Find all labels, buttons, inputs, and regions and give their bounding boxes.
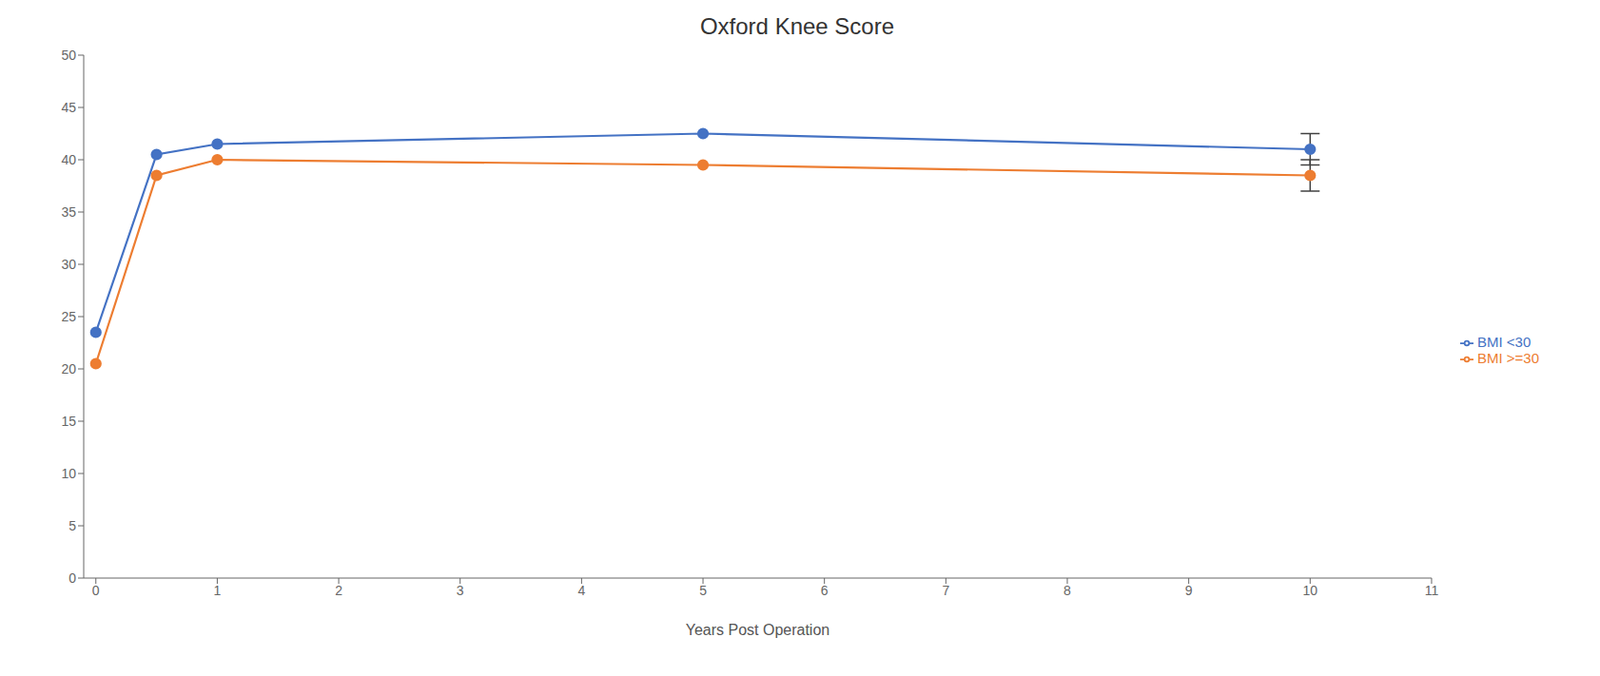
svg-text:45: 45 [60, 99, 77, 116]
svg-text:6: 6 [820, 583, 829, 599]
svg-text:Years Post Operation: Years Post Operation [685, 622, 831, 639]
svg-text:4: 4 [577, 583, 586, 599]
svg-text:11: 11 [1424, 583, 1440, 599]
svg-text:10: 10 [1303, 583, 1319, 599]
svg-text:50: 50 [60, 47, 77, 63]
svg-text:15: 15 [60, 413, 77, 430]
svg-text:10: 10 [60, 466, 77, 482]
svg-text:1: 1 [214, 583, 222, 599]
svg-text:2: 2 [334, 583, 343, 599]
svg-text:5: 5 [68, 518, 77, 534]
svg-text:5: 5 [699, 583, 707, 599]
svg-text:25: 25 [60, 309, 77, 325]
svg-text:7: 7 [941, 583, 950, 599]
svg-text:20: 20 [60, 361, 77, 377]
svg-text:40: 40 [60, 152, 77, 168]
html-text:BMI <30: BMI <30 [1477, 333, 1531, 351]
html-text:BMI >=30: BMI >=30 [1477, 350, 1540, 367]
svg-text:0: 0 [68, 570, 77, 586]
svg-text:3: 3 [456, 583, 465, 599]
svg-text:30: 30 [60, 256, 77, 273]
svg-text:9: 9 [1185, 583, 1193, 599]
svg-text:8: 8 [1063, 583, 1072, 599]
svg-text:35: 35 [60, 204, 77, 220]
svg-text:0: 0 [92, 583, 100, 599]
html-text:Oxford Knee Score: Oxford Knee Score [700, 13, 895, 40]
